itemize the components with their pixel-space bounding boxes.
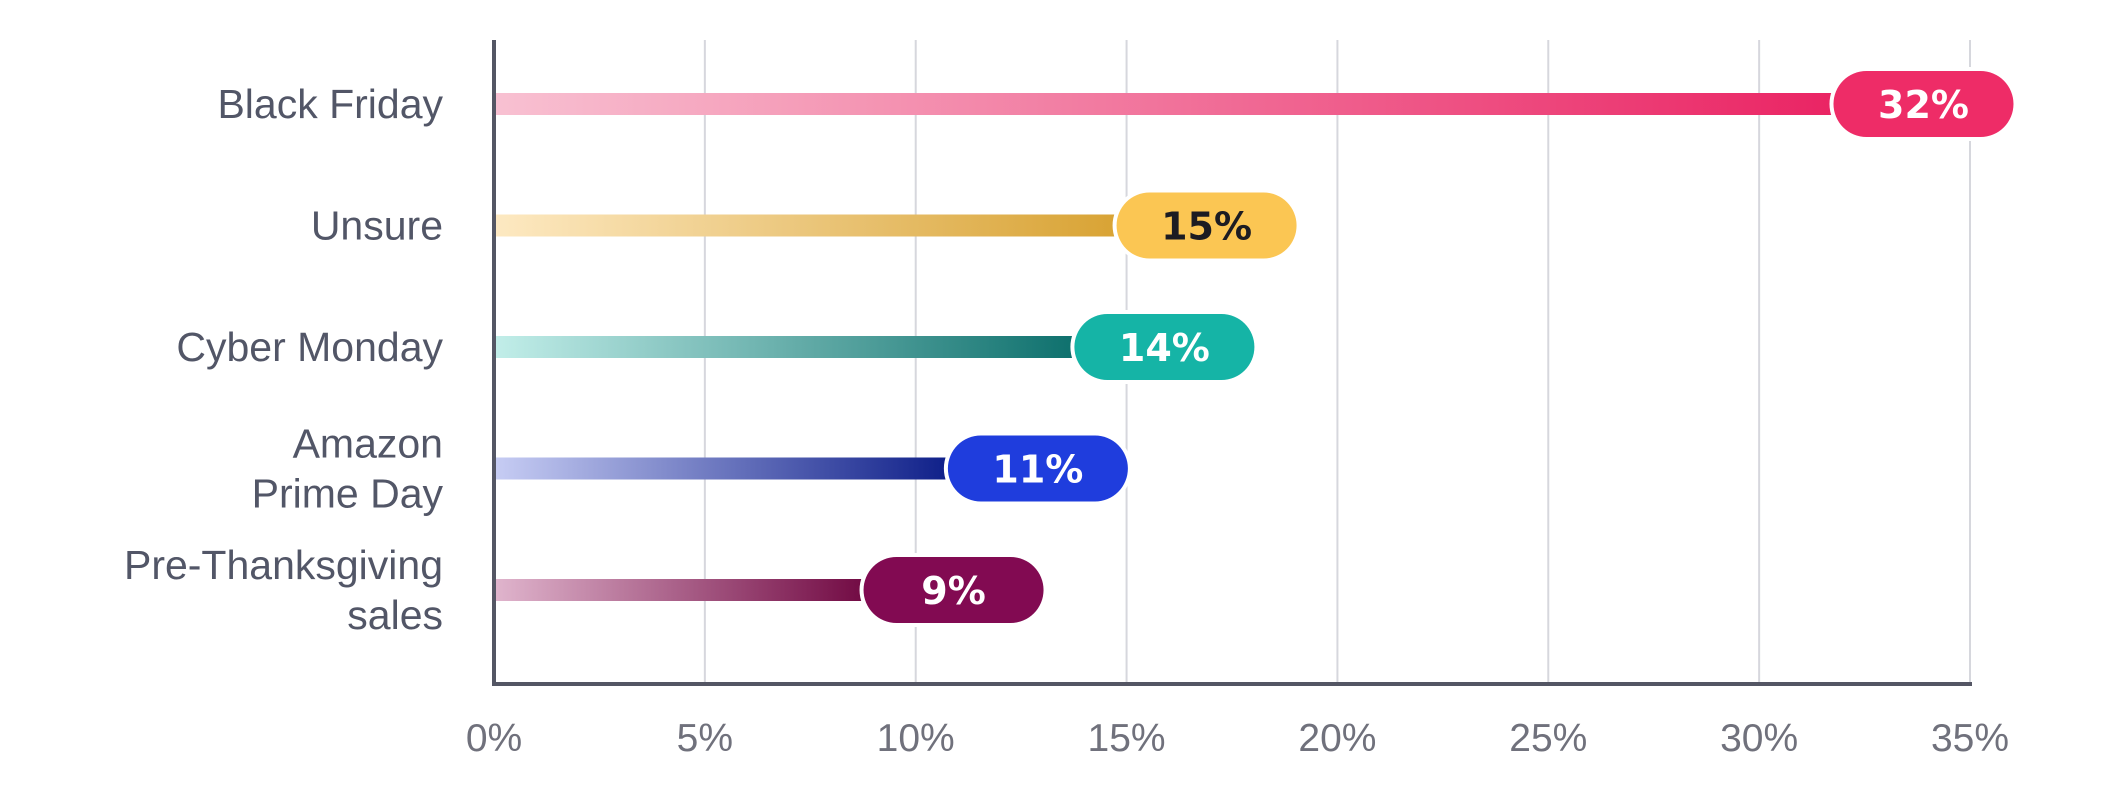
axes: [492, 40, 1972, 686]
data-label: 11%: [992, 448, 1083, 492]
value-pill: [1116, 192, 1297, 259]
data-label: 15%: [1161, 205, 1252, 249]
x-tick-label: 35%: [1931, 717, 2009, 760]
x-tick-label: 0%: [466, 717, 522, 760]
value-pill: [947, 435, 1128, 502]
x-tick-label: 15%: [1088, 717, 1166, 760]
category-label: Unsure: [311, 203, 443, 249]
value-pill: [863, 557, 1044, 623]
x-tick-label: 10%: [877, 717, 955, 760]
bar: [494, 93, 1844, 115]
data-label: 32%: [1878, 83, 1969, 127]
category-label: Cyber Monday: [176, 324, 443, 370]
value-pill: [1833, 71, 2014, 137]
category-label: Amazon Prime Day: [252, 421, 444, 517]
value-pill: [1074, 314, 1255, 380]
x-tick-label: 25%: [1509, 717, 1587, 760]
bars: [494, 67, 2018, 627]
category-label: Pre-Thanksgiving sales: [124, 542, 443, 638]
bar: [494, 579, 874, 601]
bar: [494, 457, 958, 480]
category-label: Black Friday: [217, 81, 443, 127]
data-label: 14%: [1119, 326, 1210, 370]
x-tick-label: 30%: [1720, 717, 1798, 760]
bar: [494, 336, 1085, 358]
bar: [494, 214, 1127, 237]
labels: 0% 5% 10% 15% 20% 25% 30% 35% 32% Black Friday 15%…: [124, 81, 2009, 760]
x-tick-label: 5%: [677, 717, 733, 760]
x-tick-label: 20%: [1298, 717, 1376, 760]
data-label: 9%: [921, 569, 986, 613]
